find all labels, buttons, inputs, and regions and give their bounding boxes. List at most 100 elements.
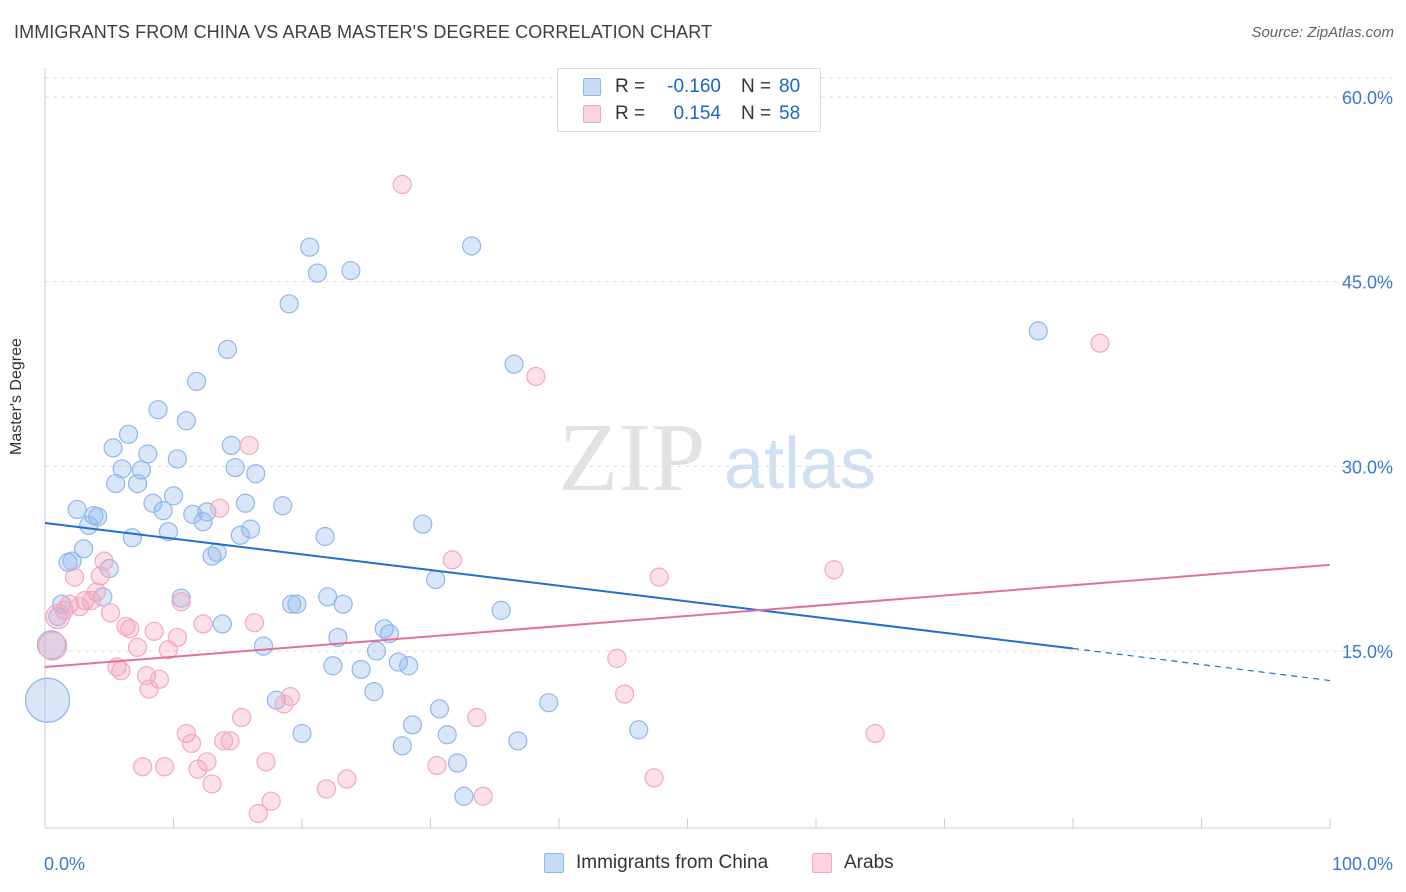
china-point bbox=[235, 493, 256, 513]
y-tick-label: 30.0% bbox=[1342, 457, 1393, 477]
y-axis-label: Master's Degree bbox=[8, 338, 25, 455]
series-label-china: Immigrants from China bbox=[576, 852, 769, 873]
china-point bbox=[392, 736, 412, 756]
arabs-point bbox=[133, 757, 153, 777]
china-point bbox=[167, 449, 187, 469]
arabs-point bbox=[261, 791, 281, 811]
arabs-point bbox=[337, 769, 357, 789]
arabs-point bbox=[467, 707, 487, 728]
china-point bbox=[24, 677, 71, 723]
correlation-legend: R = -0.160 N = 80 R = 0.154 N = 58 bbox=[557, 68, 821, 132]
series-legend-arabs[interactable]: Arabs bbox=[812, 852, 894, 874]
arabs-point bbox=[427, 755, 447, 776]
arabs-point bbox=[167, 627, 187, 648]
china-point bbox=[225, 457, 245, 478]
china-point bbox=[341, 260, 361, 281]
china-point bbox=[62, 551, 82, 571]
china-point bbox=[253, 636, 274, 656]
arabs-point bbox=[54, 600, 74, 620]
china-point bbox=[273, 496, 293, 516]
arabs-point bbox=[176, 723, 196, 744]
china-point bbox=[323, 656, 343, 676]
china-point bbox=[183, 504, 203, 524]
source-label: Source: ZipAtlas.com bbox=[1251, 24, 1394, 41]
arabs-point bbox=[316, 779, 337, 799]
watermark-atlas: atlas bbox=[724, 424, 876, 504]
china-point bbox=[426, 569, 446, 590]
china-point bbox=[197, 502, 217, 522]
arabs-point bbox=[127, 637, 148, 657]
china-point bbox=[212, 614, 232, 634]
china-point bbox=[287, 594, 307, 614]
y-tick-label: 45.0% bbox=[1342, 273, 1393, 293]
legend-row-china: R = -0.160 N = 80 bbox=[583, 75, 800, 99]
arabs-point bbox=[1090, 333, 1110, 353]
data-points bbox=[24, 174, 1110, 824]
arabs-point bbox=[193, 614, 213, 634]
china-point bbox=[176, 411, 196, 431]
legend-swatch-china bbox=[583, 78, 601, 96]
china-point bbox=[462, 236, 482, 256]
arabs-point bbox=[274, 694, 294, 714]
china-point bbox=[279, 294, 299, 314]
series-legend-china[interactable]: Immigrants from China bbox=[544, 852, 768, 874]
legend-n-label: N = bbox=[741, 76, 772, 97]
arabs-point bbox=[214, 731, 234, 751]
arabs-point bbox=[244, 613, 265, 633]
arabs-point bbox=[280, 686, 301, 707]
legend-r-label: R = bbox=[615, 103, 646, 124]
arabs-point bbox=[181, 733, 202, 753]
arabs-point bbox=[526, 366, 546, 387]
axes bbox=[44, 68, 1331, 829]
china-point bbox=[399, 656, 419, 676]
china-point bbox=[447, 753, 468, 773]
trend-line-china-extension bbox=[1072, 647, 1331, 682]
china-point bbox=[241, 519, 261, 539]
china-point bbox=[112, 459, 132, 479]
arabs-point bbox=[220, 731, 240, 751]
arabs-point bbox=[649, 567, 669, 587]
china-point bbox=[93, 587, 113, 607]
china-point bbox=[351, 659, 371, 680]
trend-lines bbox=[44, 521, 1331, 682]
series-china-points bbox=[24, 236, 1048, 806]
china-point bbox=[366, 641, 387, 661]
trend-line-arabs bbox=[44, 563, 1331, 669]
arabs-point bbox=[202, 774, 222, 794]
china-point bbox=[318, 587, 338, 607]
china-point bbox=[333, 594, 353, 614]
series-legend: Immigrants from China Arabs bbox=[0, 852, 1406, 876]
arabs-point bbox=[442, 550, 462, 570]
x-tick-label: 100.0% bbox=[1332, 854, 1393, 874]
arabs-point bbox=[38, 631, 68, 661]
arabs-point bbox=[824, 560, 844, 580]
arabs-point bbox=[94, 551, 114, 571]
chart-title: IMMIGRANTS FROM CHINA VS ARAB MASTER'S D… bbox=[14, 22, 713, 42]
arabs-point bbox=[90, 566, 110, 586]
china-point bbox=[364, 682, 384, 702]
china-point bbox=[193, 512, 213, 532]
watermark: ZIP atlas bbox=[559, 404, 877, 512]
arabs-point bbox=[139, 679, 159, 699]
arabs-point bbox=[171, 592, 191, 612]
china-point bbox=[388, 652, 408, 672]
legend-swatch-arabs bbox=[583, 105, 601, 123]
china-point bbox=[230, 525, 250, 545]
arabs-point bbox=[70, 597, 90, 617]
china-point bbox=[153, 501, 173, 521]
arabs-point bbox=[614, 684, 635, 704]
arabs-point bbox=[473, 786, 493, 806]
china-point bbox=[207, 542, 227, 563]
x-tick-label: 0.0% bbox=[44, 854, 85, 874]
china-point bbox=[539, 693, 559, 713]
gridlines bbox=[45, 77, 1392, 652]
series-swatch-china bbox=[544, 853, 564, 873]
arabs-point bbox=[256, 752, 276, 772]
china-point bbox=[163, 486, 184, 506]
china-point bbox=[300, 237, 320, 257]
arabs-point bbox=[86, 582, 107, 602]
legend-r-label: R = bbox=[615, 76, 646, 97]
arabs-point bbox=[239, 435, 259, 456]
legend-n-value: 58 bbox=[779, 103, 801, 124]
china-point bbox=[221, 435, 241, 456]
